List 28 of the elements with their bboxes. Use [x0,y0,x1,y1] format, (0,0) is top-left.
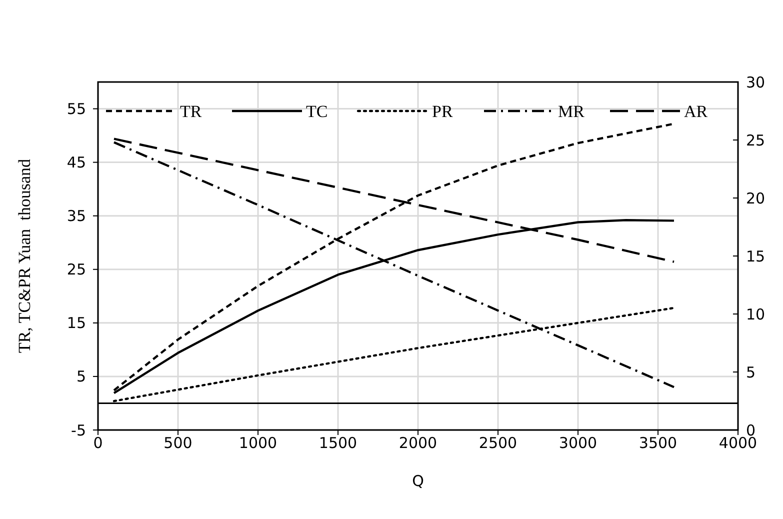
x-tick-label: 1000 [238,434,278,452]
x-axis-title: Q [412,472,424,490]
legend-label: TC [306,102,328,121]
y-tick-label: -5 [71,421,86,440]
y2-tick-label: 5 [746,363,756,382]
x-tick-label: 3000 [558,434,598,452]
x-tick-label: 3500 [638,434,678,452]
y2-tick-label: 25 [746,131,766,150]
x-tick-label: 500 [164,434,192,452]
x-tick-label: 0 [93,434,103,452]
y-tick-label: 35 [66,207,86,226]
y-tick-label: 15 [66,314,86,332]
y2-tick-label: 20 [746,189,766,208]
y-axis-title: TR, TC&PR Yuan thousand [15,158,34,354]
legend-label: TR [180,102,202,121]
x-tick-label: 1500 [318,434,358,452]
y-tick-label: 5 [76,368,86,386]
legend-label: PR [432,102,454,121]
y-tick-label: 45 [66,154,86,172]
legend-label: AR [684,102,708,121]
y2-tick-label: 10 [746,305,766,324]
legend-label: MR [558,102,586,121]
y2-tick-label: 30 [746,73,766,92]
y2-tick-label: 15 [746,247,766,266]
x-tick-label: 2500 [478,434,518,452]
y-tick-label: 55 [66,100,86,118]
x-tick-label: 2000 [398,434,438,452]
y-tick-label: 25 [66,260,86,279]
